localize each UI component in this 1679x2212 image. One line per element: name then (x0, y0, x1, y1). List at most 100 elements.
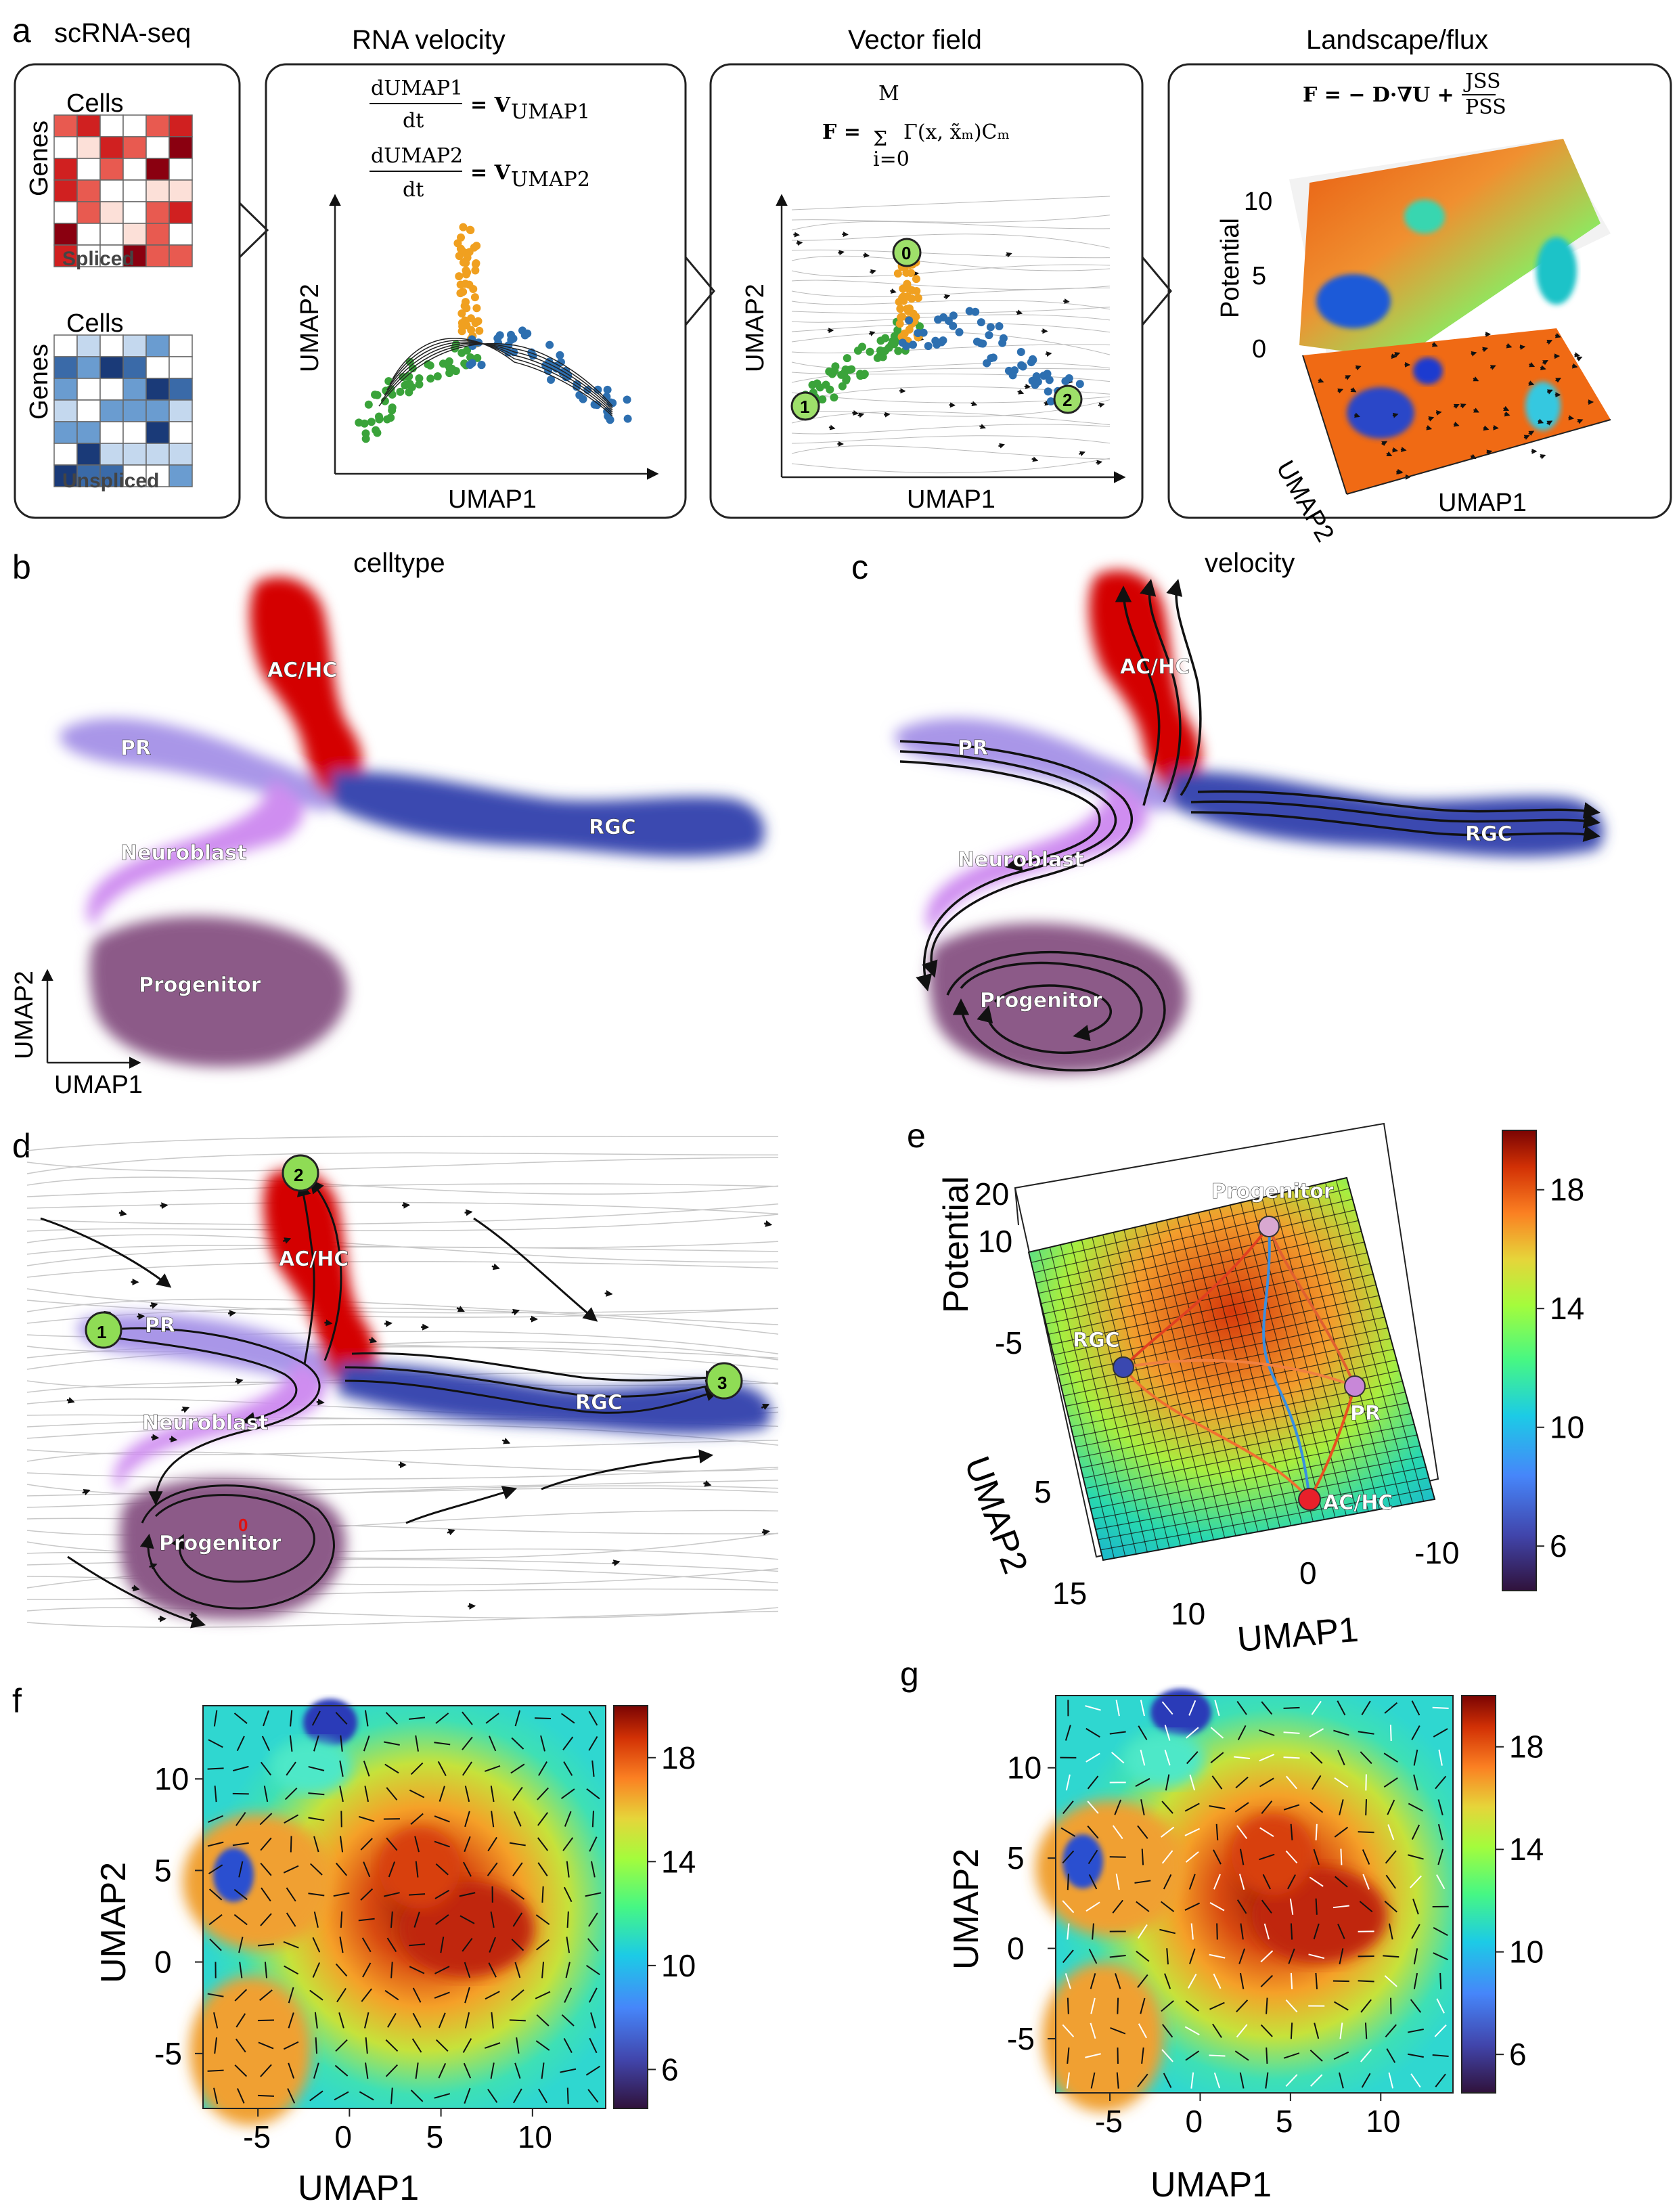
velocity-streamlines (899, 579, 1600, 1071)
field-arrow (1285, 1850, 1298, 1864)
field-arrow (334, 2064, 349, 2077)
field-arrow (335, 1963, 348, 1977)
x-tick-label: 10 (518, 2119, 552, 2154)
cell-dot (593, 401, 602, 410)
x-tick-label: 0 (1185, 2104, 1203, 2139)
celltype-xlabel: UMAP1 (54, 1071, 143, 1099)
field-arrow (409, 1943, 426, 1947)
field-arrow (487, 1836, 497, 1852)
y-tick-label: 10 (1007, 1750, 1042, 1786)
background-streamline (26, 1509, 779, 1536)
velocity-streamline (1166, 579, 1202, 797)
field-arrow (1407, 2029, 1424, 2033)
field-arrow (1334, 1826, 1349, 1838)
cell-dot (1065, 374, 1073, 382)
field-arrow (415, 2062, 419, 2079)
node-progenitor (1258, 1216, 1280, 1237)
field-arrow (1164, 1725, 1171, 1741)
field-arrow (1361, 2073, 1371, 2088)
matrix-cell (76, 334, 101, 357)
field-arrow (1263, 1923, 1270, 1940)
field-arrow (1234, 1756, 1251, 1759)
colorbar-tick-label: 10 (1550, 1410, 1584, 1445)
svg-text:dUMAP1: dUMAP1 (371, 76, 463, 100)
field-arrow (1115, 1700, 1120, 1717)
matrix-bottom-genes: Genes (25, 344, 53, 420)
landscape-ylabel: UMAP2 (1270, 456, 1339, 547)
field-arrow (264, 1962, 268, 1978)
field-arrow (238, 1937, 244, 1953)
field-arrow (1090, 1973, 1096, 1989)
field-arrow (1090, 1997, 1096, 2014)
field-arrow (1437, 1823, 1443, 1840)
vector-streamline (296, 1181, 315, 1365)
field-arrow (1060, 1827, 1076, 1837)
background-streamline (26, 1423, 779, 1446)
field-arrow (313, 1911, 319, 1928)
streamline (791, 322, 1111, 333)
background-streamline (26, 1610, 779, 1628)
cell-dot (547, 375, 556, 384)
flux-arrow (1555, 378, 1562, 383)
field-arrow (290, 1836, 292, 1853)
panel-d: d AC/HC PR Neuroblast RGC Progenitor 2 1… (12, 1127, 779, 1629)
flux-arrow (1453, 403, 1460, 410)
matrix-cell (145, 223, 170, 246)
field-arrow (283, 2041, 299, 2050)
field-arrow (1410, 1875, 1422, 1888)
cell-dot (623, 414, 632, 423)
cell-dot (985, 331, 993, 340)
vector-streamline (541, 1449, 714, 1490)
transition-paths (1122, 1225, 1356, 1501)
matrix-cell (122, 136, 147, 159)
vector-arrow (890, 288, 897, 294)
field-arrow (311, 1710, 321, 1726)
field-arrow (308, 1792, 325, 1796)
y-tick-label: 5 (154, 1853, 172, 1888)
field-arrow (234, 1989, 248, 2001)
field-arrow (233, 1914, 248, 1926)
cell-dot (986, 323, 995, 332)
field-arrow (1065, 1725, 1071, 1741)
surface-gridline (1102, 1499, 1435, 1561)
field-arrow (208, 1864, 223, 1875)
field-arrow (1408, 1854, 1424, 1860)
field-arrow (308, 1817, 325, 1821)
field-arrow (1333, 1729, 1349, 1736)
field-arrow (1435, 2073, 1446, 2087)
field-arrow (1135, 1777, 1150, 1788)
label-pr: PR (120, 736, 151, 760)
cell-dot (893, 326, 902, 334)
x-tick-label: 5 (426, 2119, 444, 2154)
cell-dot (473, 353, 482, 362)
field-arrow (1213, 1849, 1222, 1865)
cell-dot (374, 412, 383, 421)
field-arrow (1339, 2022, 1343, 2039)
vector-arrow (828, 424, 836, 430)
matrix-cell (53, 399, 78, 422)
matrix-cell (145, 334, 170, 357)
node-ac-hc (1298, 1488, 1321, 1511)
vector-arrow (456, 1306, 465, 1312)
cell-dot (987, 354, 995, 363)
field-arrow (312, 1937, 321, 1953)
field-arrow (239, 1962, 243, 1978)
cell-dot (934, 315, 943, 324)
streamline (791, 411, 1111, 426)
matrix-cell (53, 201, 78, 224)
cell-dot (472, 259, 480, 268)
background-streamline (26, 1559, 779, 1572)
field-arrow (238, 1861, 244, 1878)
field-arrow (207, 1993, 224, 1997)
fixed-point-3: 3 (705, 1362, 743, 1400)
cell-dot (995, 322, 1004, 330)
matrix-cell (76, 114, 101, 137)
y-tick-label: -5 (154, 2036, 182, 2071)
field-arrow (1190, 1923, 1194, 1940)
vector-arrow (384, 1320, 393, 1327)
field-arrow (563, 1761, 573, 1776)
field-arrow (284, 1965, 299, 1975)
vector-arrow (863, 252, 870, 258)
background-streamline (26, 1136, 779, 1151)
velocity-path (384, 342, 613, 411)
